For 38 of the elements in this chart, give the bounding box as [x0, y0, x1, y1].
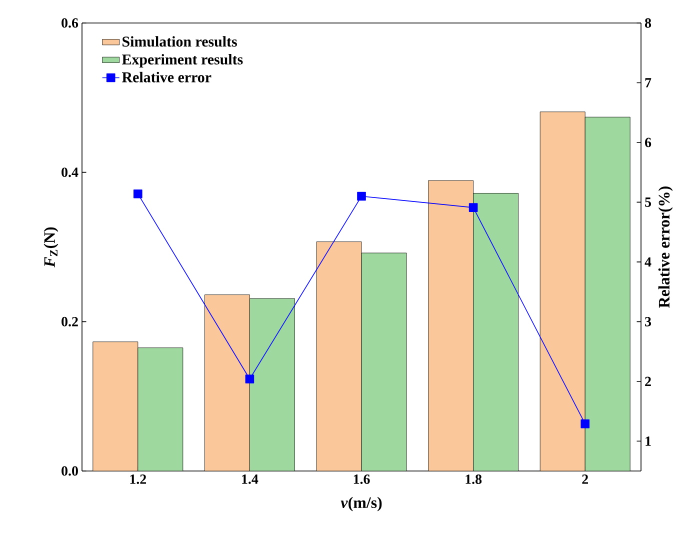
x-tick-label: 1.6	[354, 474, 370, 484]
x-tick-label: 1.2	[130, 474, 146, 484]
bar	[138, 348, 184, 471]
y2-tick-label: 1	[646, 436, 651, 446]
y2-tick-label: 8	[644, 18, 652, 28]
y2-tick-label: 4	[644, 257, 652, 267]
y-tick-label: 0.2	[62, 316, 78, 326]
bar	[92, 342, 138, 471]
bar	[250, 298, 295, 471]
y-tick-label: 0.6	[62, 18, 78, 28]
point	[468, 203, 478, 212]
bar	[361, 252, 407, 471]
y2-axis-title: Relative error(%)	[658, 186, 673, 308]
bar	[316, 242, 362, 471]
legend-label: Relative error	[122, 72, 212, 82]
y2-tick-label: 7	[645, 78, 652, 88]
x-tick-label: 2	[582, 474, 588, 484]
point	[357, 192, 366, 201]
x-tick-label: 1.8	[466, 474, 482, 484]
bar	[540, 112, 586, 471]
x-axis-title: v(m/s)	[340, 496, 382, 512]
x-tick-label: 1.4	[242, 474, 258, 484]
point	[580, 419, 590, 428]
legend-label: Simulation results	[122, 36, 237, 47]
point	[134, 189, 142, 198]
y2-tick-label: 3	[645, 316, 652, 326]
bar	[473, 193, 519, 471]
bar	[204, 294, 250, 471]
y2-tick-label: 2	[645, 376, 651, 386]
bar	[428, 180, 474, 471]
y-tick-label: 0.4	[62, 168, 78, 178]
bar	[584, 116, 630, 471]
y-axis-title: F$_{Z}$(N)	[44, 227, 58, 268]
y2-tick-label: 6	[645, 138, 652, 148]
y-tick-label: 0.0	[62, 466, 78, 476]
y2-tick-label: 5	[645, 198, 651, 207]
point	[245, 374, 254, 384]
legend-label: Experiment results	[122, 54, 243, 68]
